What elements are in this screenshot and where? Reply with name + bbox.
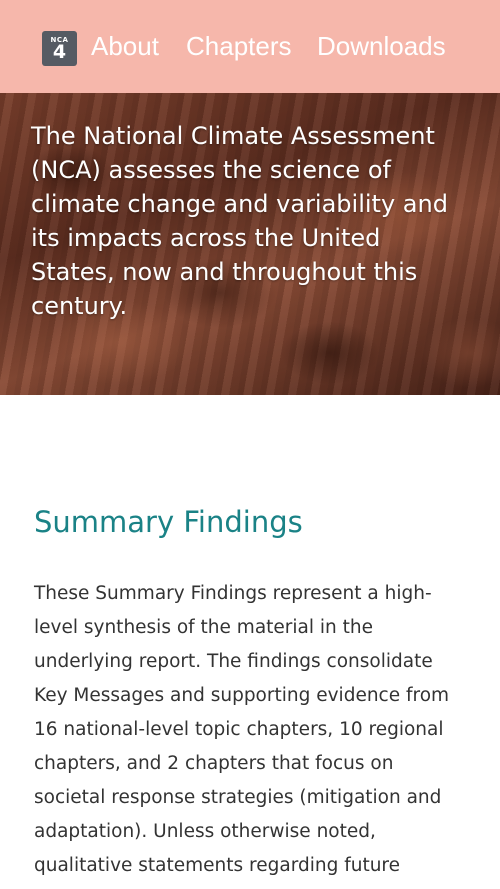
hero-description: The National Climate Assessment (NCA) as…: [31, 122, 448, 320]
logo-number: 4: [52, 41, 67, 63]
logo-small-text: NCA: [50, 36, 69, 44]
top-navigation-bar: NCA 4 About Chapters Downloads: [0, 0, 500, 93]
nav-link-about[interactable]: About: [91, 31, 159, 61]
summary-findings-paragraph: These Summary Findings represent a high-…: [34, 583, 450, 876]
section-title-summary-findings: Summary Findings: [34, 505, 303, 539]
nav-link-chapters[interactable]: Chapters: [186, 31, 292, 61]
nav-link-downloads[interactable]: Downloads: [317, 31, 446, 61]
main-nav: About Chapters Downloads: [0, 28, 500, 64]
hero-banner: The National Climate Assessment (NCA) as…: [0, 93, 500, 395]
nca4-logo[interactable]: NCA 4: [42, 31, 77, 66]
